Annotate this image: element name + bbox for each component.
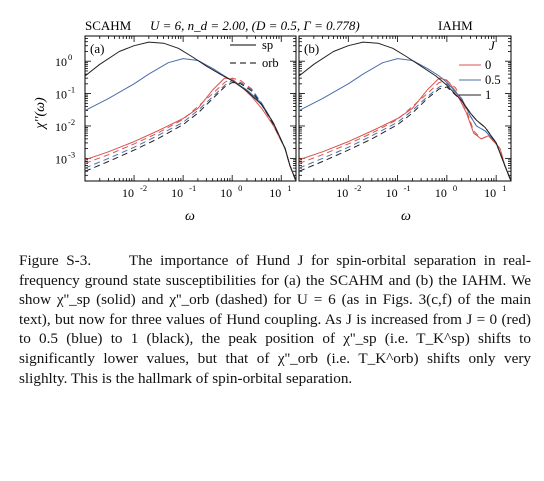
x-tick-label: 10: [122, 186, 134, 200]
x-tick-label-exp: 0: [453, 183, 457, 193]
y-tick-label: 10: [55, 120, 67, 134]
y-tick-label-exp: 0: [68, 52, 72, 62]
series-line-J0.5-orb: [299, 83, 511, 181]
panel-label: (b): [304, 41, 319, 56]
y-tick-label: 10: [55, 55, 67, 69]
panel-b: 10 -2 10 -1 10 0 10 1(b) J00.51: [298, 35, 512, 200]
legend-label-sp: sp: [262, 38, 273, 52]
panel-label: (a): [90, 41, 104, 56]
header-left: SCAHM: [85, 18, 132, 33]
plot-frame: [298, 35, 512, 182]
x-axis-label-b: ω: [401, 209, 411, 224]
x-tick-label-exp: -1: [404, 183, 411, 193]
x-tick-label-exp: 1: [502, 183, 506, 193]
legend-label-orb: orb: [262, 56, 279, 70]
series-line-J0-orb: [85, 77, 296, 181]
x-tick-label: 10: [484, 186, 496, 200]
x-tick-label: 10: [386, 186, 398, 200]
legend-label-J1: 1: [485, 88, 491, 102]
plot-frame: [84, 35, 297, 182]
y-tick-label: 10: [55, 88, 67, 102]
x-tick-label: 10: [220, 186, 232, 200]
x-tick-label-exp: 0: [238, 183, 242, 193]
y-tick-label-exp: -3: [68, 149, 75, 159]
caption-text: Figure S-3. The importance of Hund J for…: [19, 251, 531, 388]
series-line-J1-sp: [299, 41, 511, 181]
y-tick-label-exp: -1: [68, 85, 75, 95]
legend-label-J0: 0: [485, 58, 491, 72]
series-line-J1-orb: [299, 86, 511, 181]
y-axis-label: χ''(ω): [33, 97, 48, 131]
series-line-J0.5-orb: [85, 80, 296, 181]
header-right: IAHM: [438, 18, 473, 33]
caption-label: Figure S-3.: [19, 252, 92, 269]
figure-caption: Figure S-3. The importance of Hund J for…: [19, 251, 531, 388]
caption-body: The importance of Hund J for spin-orbita…: [19, 252, 531, 387]
y-tick-label-exp: -2: [68, 117, 75, 127]
y-tick-label: 10: [55, 152, 67, 166]
x-tick-label-exp: -1: [189, 183, 196, 193]
x-tick-label-exp: 1: [287, 183, 291, 193]
legend-title: J: [489, 38, 496, 53]
x-tick-label: 10: [336, 186, 348, 200]
x-tick-label: 10: [435, 186, 447, 200]
x-tick-label-exp: -2: [354, 183, 361, 193]
series-line-J0-orb: [299, 80, 511, 181]
series-line-J1-orb: [85, 82, 296, 181]
legend-label-J0.5: 0.5: [485, 73, 501, 87]
series-line-J0.5-sp: [85, 58, 296, 181]
figure-s3: SCAHM U = 6, n_d = 2.00, (D = 0.5, Γ = 0…: [33, 18, 512, 224]
x-tick-label: 10: [171, 186, 183, 200]
header-params: U = 6, n_d = 2.00, (D = 0.5, Γ = 0.778): [150, 18, 360, 33]
x-tick-label-exp: -2: [140, 183, 147, 193]
x-axis-label-a: ω: [185, 209, 195, 224]
x-tick-label: 10: [269, 186, 281, 200]
series-line-J0.5-sp: [299, 58, 511, 181]
